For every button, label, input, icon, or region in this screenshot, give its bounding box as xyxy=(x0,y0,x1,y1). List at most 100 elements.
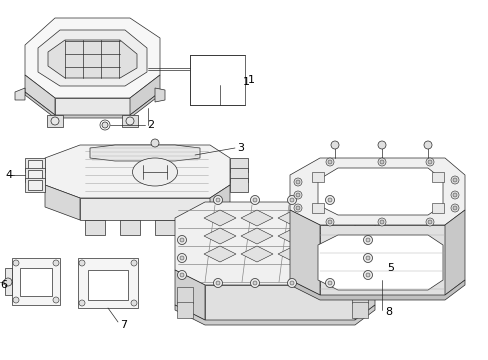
Circle shape xyxy=(450,204,458,212)
Circle shape xyxy=(379,160,383,164)
Polygon shape xyxy=(317,235,442,290)
Circle shape xyxy=(289,198,293,202)
Circle shape xyxy=(4,278,12,286)
Polygon shape xyxy=(15,88,25,100)
Circle shape xyxy=(377,141,385,149)
Polygon shape xyxy=(209,185,229,220)
Polygon shape xyxy=(25,18,160,98)
Circle shape xyxy=(177,253,186,262)
Polygon shape xyxy=(203,246,236,262)
Polygon shape xyxy=(203,228,236,244)
Polygon shape xyxy=(317,168,442,215)
Polygon shape xyxy=(311,172,324,182)
Circle shape xyxy=(13,260,19,266)
Circle shape xyxy=(180,256,183,260)
Circle shape xyxy=(295,206,299,210)
Polygon shape xyxy=(278,228,309,244)
Circle shape xyxy=(289,281,293,285)
Circle shape xyxy=(287,279,296,288)
Polygon shape xyxy=(204,285,354,320)
Circle shape xyxy=(53,297,59,303)
Circle shape xyxy=(325,279,334,288)
Circle shape xyxy=(330,141,338,149)
Circle shape xyxy=(252,281,257,285)
Circle shape xyxy=(365,238,369,242)
Polygon shape xyxy=(5,268,12,295)
Circle shape xyxy=(79,260,85,266)
Circle shape xyxy=(102,122,108,128)
Circle shape xyxy=(427,220,431,224)
Polygon shape xyxy=(122,115,138,127)
Bar xyxy=(20,268,52,296)
Circle shape xyxy=(213,195,222,204)
Circle shape xyxy=(325,195,334,204)
Circle shape xyxy=(100,120,110,130)
Text: 4: 4 xyxy=(5,170,12,180)
Circle shape xyxy=(452,206,456,210)
Polygon shape xyxy=(45,185,80,220)
Circle shape xyxy=(213,279,222,288)
Polygon shape xyxy=(175,270,204,320)
Polygon shape xyxy=(48,40,137,78)
Polygon shape xyxy=(289,158,464,225)
Bar xyxy=(28,170,42,180)
Polygon shape xyxy=(314,210,346,226)
Text: 7: 7 xyxy=(120,320,127,330)
Circle shape xyxy=(295,180,299,184)
Polygon shape xyxy=(229,178,247,192)
Polygon shape xyxy=(314,246,346,262)
Polygon shape xyxy=(278,210,309,226)
Polygon shape xyxy=(354,270,374,320)
Polygon shape xyxy=(241,210,272,226)
Polygon shape xyxy=(314,228,346,244)
Circle shape xyxy=(427,160,431,164)
Ellipse shape xyxy=(132,158,177,186)
Circle shape xyxy=(180,273,183,277)
Polygon shape xyxy=(25,168,45,182)
Polygon shape xyxy=(431,172,443,182)
Polygon shape xyxy=(120,220,140,235)
Polygon shape xyxy=(190,220,209,235)
Circle shape xyxy=(365,256,369,260)
Polygon shape xyxy=(289,280,464,300)
Bar xyxy=(28,180,42,190)
Circle shape xyxy=(177,235,186,244)
Polygon shape xyxy=(278,246,309,262)
Polygon shape xyxy=(47,115,63,127)
Text: 6: 6 xyxy=(0,280,7,290)
Circle shape xyxy=(365,273,369,277)
Text: 3: 3 xyxy=(237,143,244,153)
Circle shape xyxy=(13,297,19,303)
Polygon shape xyxy=(229,158,247,172)
Polygon shape xyxy=(38,30,147,86)
Circle shape xyxy=(131,260,137,266)
Circle shape xyxy=(377,158,385,166)
Circle shape xyxy=(216,281,220,285)
Circle shape xyxy=(126,117,134,125)
Circle shape xyxy=(425,218,433,226)
Circle shape xyxy=(180,238,183,242)
Circle shape xyxy=(293,191,302,199)
Circle shape xyxy=(250,195,259,204)
Polygon shape xyxy=(354,202,374,310)
Polygon shape xyxy=(25,178,45,192)
Polygon shape xyxy=(155,88,164,102)
Text: 2: 2 xyxy=(147,120,154,130)
Circle shape xyxy=(250,279,259,288)
Polygon shape xyxy=(85,220,105,235)
Polygon shape xyxy=(229,168,247,182)
Polygon shape xyxy=(444,210,464,295)
Circle shape xyxy=(452,178,456,182)
Polygon shape xyxy=(351,287,367,303)
Text: 1: 1 xyxy=(247,75,254,85)
Bar xyxy=(28,160,42,170)
Polygon shape xyxy=(311,203,324,213)
Circle shape xyxy=(363,253,372,262)
Circle shape xyxy=(379,220,383,224)
Polygon shape xyxy=(203,210,236,226)
Text: 1: 1 xyxy=(243,77,249,87)
Circle shape xyxy=(452,193,456,197)
Polygon shape xyxy=(241,228,272,244)
Circle shape xyxy=(295,193,299,197)
Polygon shape xyxy=(25,92,160,118)
